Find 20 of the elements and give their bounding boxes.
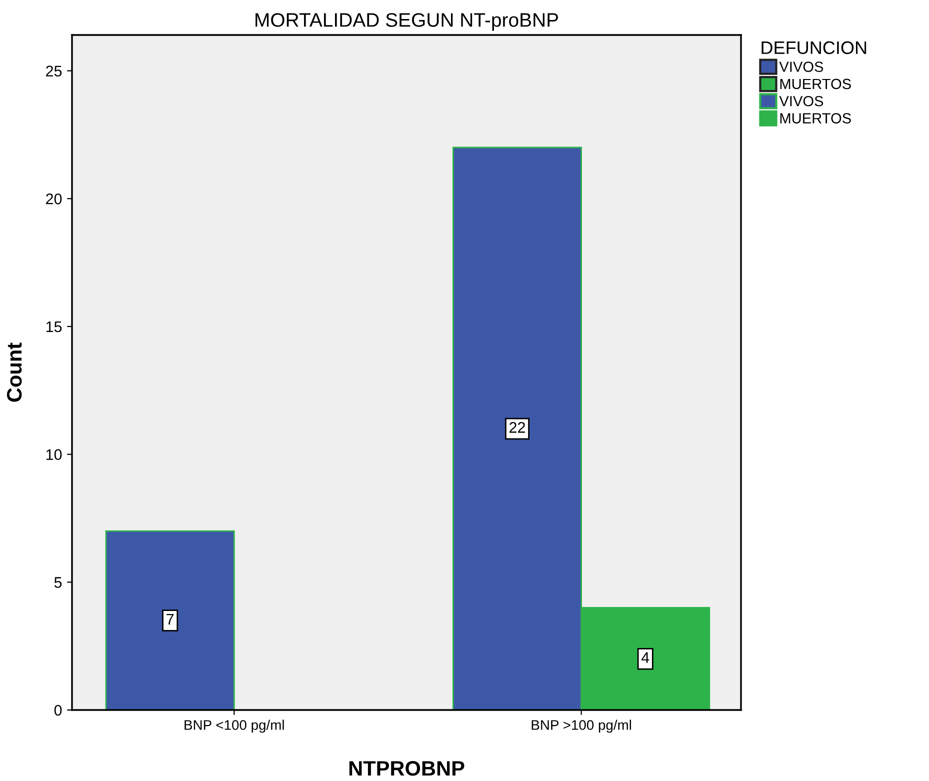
- x-tick-label: BNP >100 pg/ml: [532, 720, 632, 733]
- y-tick-label: 0: [54, 704, 62, 716]
- y-axis-title: Count: [6, 342, 22, 402]
- y-tick-label: 10: [46, 449, 62, 460]
- legend-label: VIVOS: [779, 62, 824, 72]
- data-label: 4: [641, 652, 650, 663]
- data-label: 7: [166, 614, 174, 624]
- legend-title: DEFUNCION: [762, 41, 866, 54]
- data-label: 22: [510, 422, 525, 433]
- y-tick-label: 5: [54, 577, 62, 588]
- legend-label: MUERTOS: [780, 78, 851, 90]
- y-tick-label: 20: [46, 194, 62, 204]
- y-tick-label: 25: [46, 66, 62, 76]
- chart-title: MORTALIDAD SEGUN NT-proBNP: [256, 13, 558, 31]
- legend-label: MUERTOS: [780, 113, 851, 124]
- bar: [105, 530, 235, 710]
- x-tick-label: BNP <100 pg/ml: [184, 720, 284, 733]
- x-axis-title: NTPROBNP: [349, 760, 464, 776]
- legend-label: VIVOS: [779, 96, 824, 106]
- y-tick-label: 15: [46, 322, 62, 332]
